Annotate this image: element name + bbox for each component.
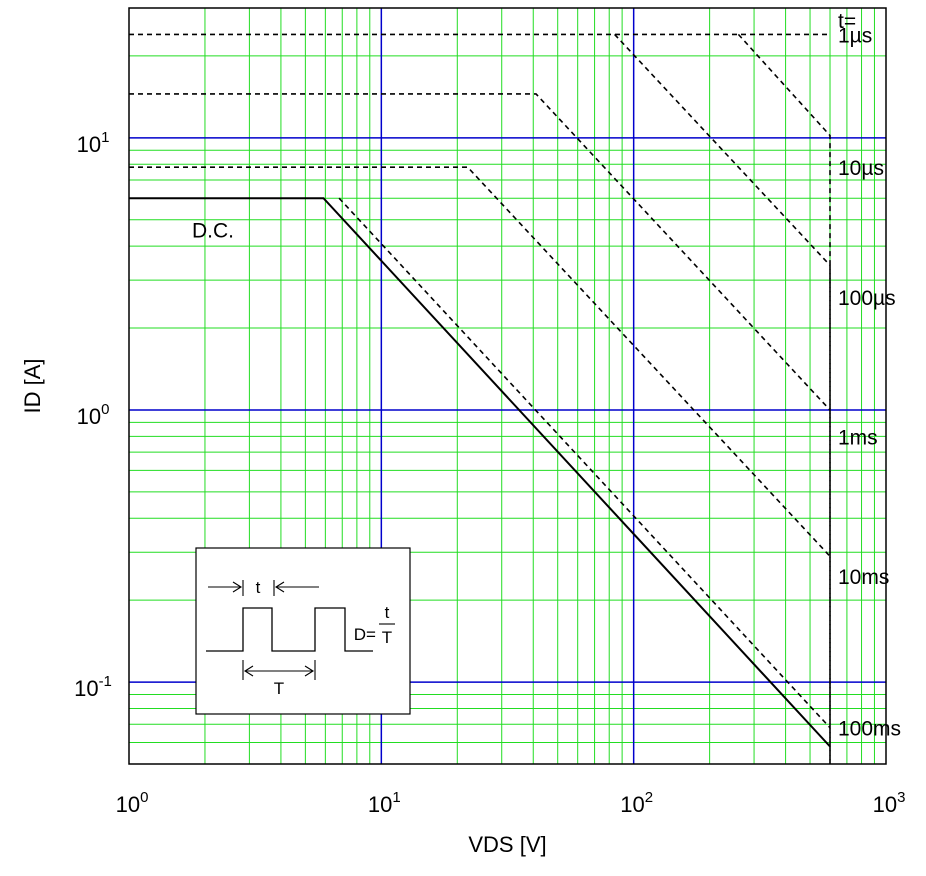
curve-labels: t= D.C. 1µs 10µs 100µs 1ms 10ms 100ms [192,10,901,741]
time-prefix-label: t= [838,10,856,33]
tick-labels: 100 101 102 103 10-1 100 101 [74,129,905,817]
inset-box [195,547,411,715]
x-axis-title: VDS [V] [468,832,546,857]
duty-formula-numerator: t [385,603,390,622]
plot-area-border [128,7,887,765]
series-line-100ms [737,33,831,764]
curves [129,33,831,764]
series-line-10ms [338,197,831,729]
series-line-dc [129,197,831,748]
curve-label-10s: 10µs [838,157,884,180]
y-tick-label: 10-1 [74,673,112,701]
series-line-1ms [129,166,831,557]
series-line-100s [129,93,831,411]
grid [129,8,886,764]
curve-label-1s: 1µs [838,24,872,47]
x-tick-label: 103 [873,789,906,817]
y-tick-label: 100 [77,401,110,429]
T-arrowhead-right [304,665,315,677]
y-tick-label: 101 [77,129,110,157]
curve-label-1ms: 1ms [838,426,878,449]
pulse-diagram-inset: t T D= t T [195,547,411,715]
inset-T-label: T [274,679,284,698]
x-tick-label: 100 [116,789,149,817]
t-arrowhead-right [274,581,285,593]
x-tick-label: 102 [620,789,653,817]
curve-label-100s: 100µs [838,287,896,310]
inset-t-label: t [256,578,261,597]
duty-formula-denominator: T [382,628,392,647]
y-axis-title: ID [A] [20,358,45,413]
curve-label-10ms: 10ms [838,566,889,589]
T-arrowhead-left [243,665,254,677]
pulse-waveform [206,607,373,652]
dc-annotation: D.C. [192,220,234,243]
x-tick-label: 101 [368,789,401,817]
curve-label-100ms: 100ms [838,718,901,741]
t-arrowhead-left [232,581,243,593]
duty-formula-lhs: D= [354,625,376,644]
